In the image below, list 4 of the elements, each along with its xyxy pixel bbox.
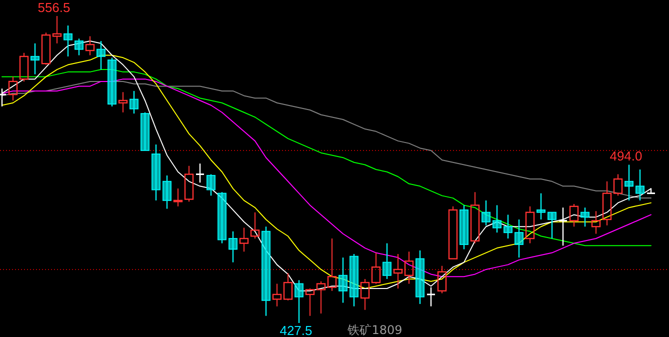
annotation: 铁矿1809 <box>348 323 402 337</box>
annotation: 494.0 <box>610 148 642 164</box>
annotation: 556.5 <box>38 0 70 15</box>
annotation: 427.5 <box>280 323 312 337</box>
